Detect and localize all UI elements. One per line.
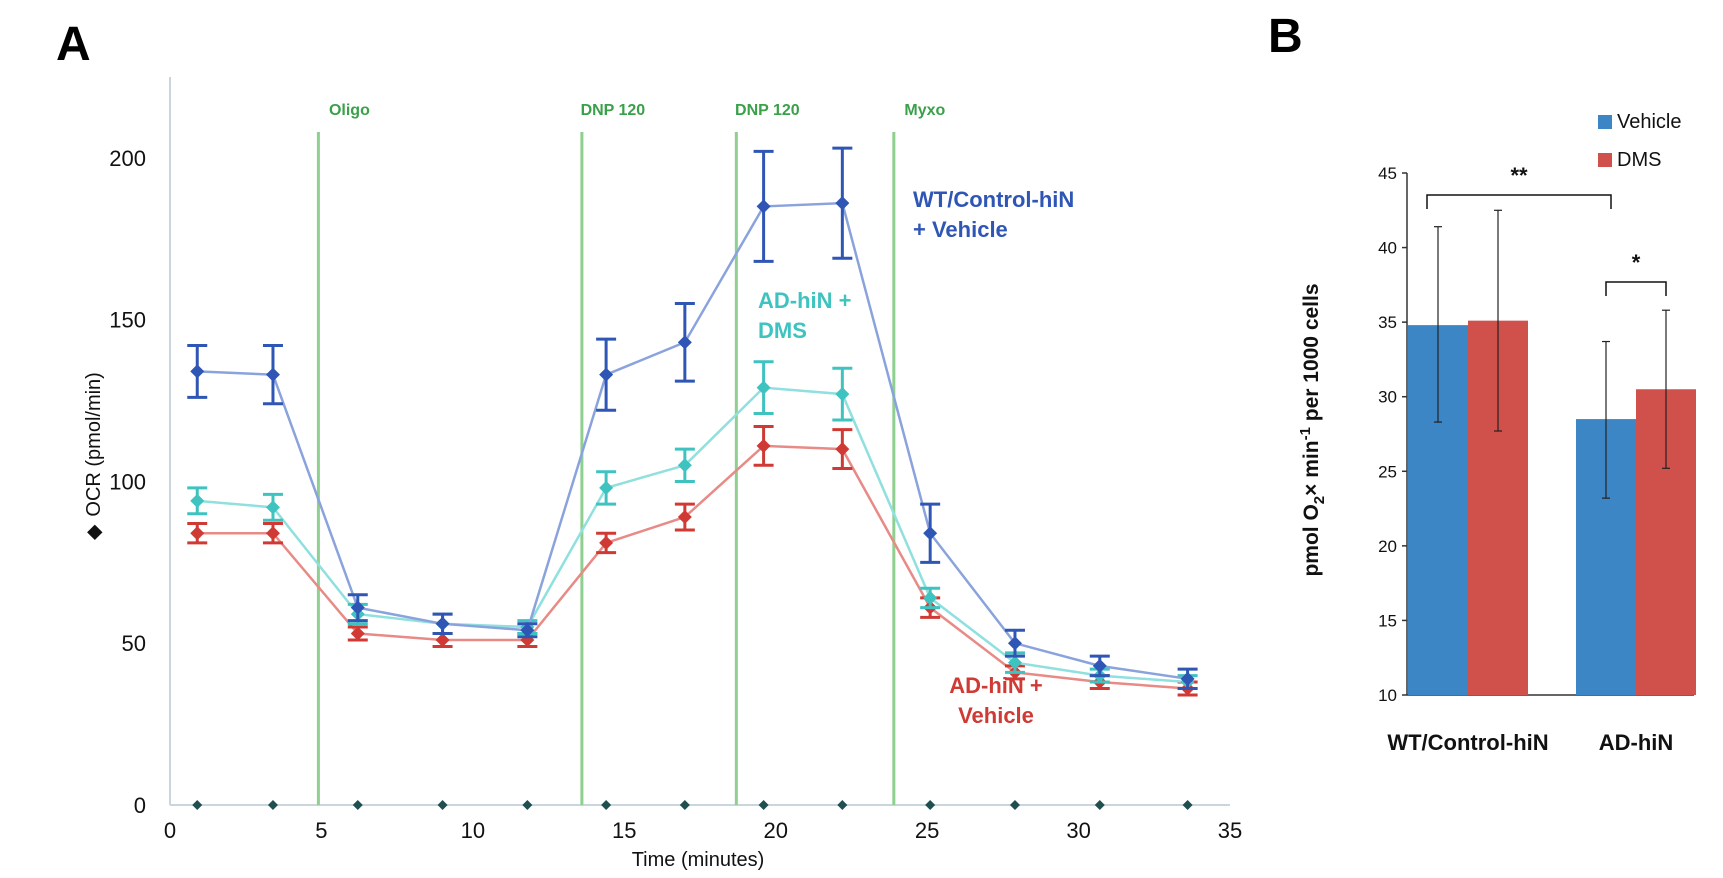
data-point xyxy=(190,493,205,508)
data-point xyxy=(265,500,280,515)
zero-marker xyxy=(601,800,612,810)
b-category-label: AD-hiN xyxy=(1599,730,1674,755)
a-x-tick-label: 20 xyxy=(763,818,787,843)
a-x-tick-label: 35 xyxy=(1218,818,1242,843)
injection-label: DNP 120 xyxy=(735,102,800,119)
data-point xyxy=(350,626,365,641)
zero-marker xyxy=(1094,800,1105,810)
series-label: DMS xyxy=(758,318,807,343)
series-line xyxy=(197,386,1188,684)
a-y-tick-label: 200 xyxy=(109,146,146,171)
data-point xyxy=(435,616,450,631)
a-x-tick-label: 0 xyxy=(164,818,176,843)
data-point xyxy=(190,364,205,379)
series-label: WT/Control-hiN xyxy=(913,187,1074,212)
data-point xyxy=(835,442,850,457)
data-point xyxy=(923,526,938,541)
b-y-tick-label: 35 xyxy=(1378,313,1397,332)
data-point xyxy=(1092,658,1107,673)
zero-marker xyxy=(192,800,203,810)
zero-marker xyxy=(352,800,363,810)
data-point xyxy=(520,623,535,638)
zero-marker xyxy=(267,800,278,810)
data-point xyxy=(599,535,614,550)
series-line xyxy=(197,201,1188,681)
data-point xyxy=(1007,655,1022,670)
data-point xyxy=(1180,671,1195,686)
data-point xyxy=(923,590,938,605)
a-y-tick-label: 150 xyxy=(109,308,146,333)
a-x-tick-label: 10 xyxy=(461,818,485,843)
data-point xyxy=(756,438,771,453)
significance-bracket xyxy=(1426,194,1612,209)
data-point xyxy=(265,367,280,382)
series-label: Vehicle xyxy=(958,703,1034,728)
a-x-tick-label: 5 xyxy=(315,818,327,843)
zero-marker xyxy=(679,800,690,810)
ocr-diamond-icon: ◆ xyxy=(83,524,105,540)
b-y-tick-label: 30 xyxy=(1378,388,1397,407)
b-y-axis-title: pmol O2× min-1 per 1000 cells xyxy=(1297,283,1328,576)
significance-label: ** xyxy=(1510,163,1528,188)
legend-swatch xyxy=(1598,115,1612,129)
data-point xyxy=(350,600,365,615)
panel-b-letter: B xyxy=(1268,10,1303,63)
panel-a-line-chart: Oligo DNP 120 DNP 120 Myxo 0 5 10 15 20 25 30 35 0 5… xyxy=(83,77,1242,871)
legend-label: Vehicle xyxy=(1617,111,1682,133)
zero-marker xyxy=(1182,800,1193,810)
a-y-axis-title: ◆ OCR (pmol/min) xyxy=(83,372,105,540)
data-point xyxy=(835,387,850,402)
zero-marker xyxy=(1009,800,1020,810)
a-y-axis-title-text: OCR (pmol/min) xyxy=(83,372,105,516)
data-point xyxy=(756,380,771,395)
injection-label: Myxo xyxy=(904,102,945,119)
legend-label: DMS xyxy=(1617,149,1661,171)
a-x-tick-label: 30 xyxy=(1066,818,1090,843)
significance-label: * xyxy=(1632,250,1641,275)
zero-marker xyxy=(758,800,769,810)
data-point xyxy=(599,367,614,382)
a-y-tick-label: 0 xyxy=(134,793,146,818)
a-y-tick-label: 100 xyxy=(109,469,146,494)
injection-label: Oligo xyxy=(329,102,370,119)
a-x-axis-title: Time (minutes) xyxy=(632,849,765,871)
data-point xyxy=(677,458,692,473)
data-point xyxy=(677,510,692,525)
data-point xyxy=(190,526,205,541)
data-point xyxy=(835,196,850,211)
panel-a-letter: A xyxy=(56,18,91,71)
significance-bracket xyxy=(1605,281,1667,296)
data-point xyxy=(435,632,450,647)
series-label: + Vehicle xyxy=(913,217,1008,242)
zero-marker xyxy=(925,800,936,810)
a-x-tick-label: 25 xyxy=(915,818,939,843)
series-label: AD-hiN + xyxy=(949,673,1043,698)
data-point xyxy=(1007,636,1022,651)
series-label: AD-hiN + xyxy=(758,288,852,313)
data-point xyxy=(265,526,280,541)
b-y-tick-label: 40 xyxy=(1378,239,1397,258)
data-point xyxy=(677,335,692,350)
b-y-tick-label: 15 xyxy=(1378,611,1397,630)
b-y-tick-label: 25 xyxy=(1378,462,1397,481)
zero-marker xyxy=(522,800,533,810)
zero-marker xyxy=(437,800,448,810)
a-y-tick-label: 50 xyxy=(122,631,146,656)
b-y-tick-label: 20 xyxy=(1378,537,1397,556)
b-y-tick-label: 10 xyxy=(1378,686,1397,705)
legend-swatch xyxy=(1598,153,1612,167)
data-point xyxy=(756,199,771,214)
injection-label: DNP 120 xyxy=(581,102,646,119)
b-category-label: WT/Control-hiN xyxy=(1387,730,1548,755)
data-point xyxy=(599,480,614,495)
b-y-tick-label: 45 xyxy=(1378,164,1397,183)
a-x-tick-label: 15 xyxy=(612,818,636,843)
zero-marker xyxy=(837,800,848,810)
